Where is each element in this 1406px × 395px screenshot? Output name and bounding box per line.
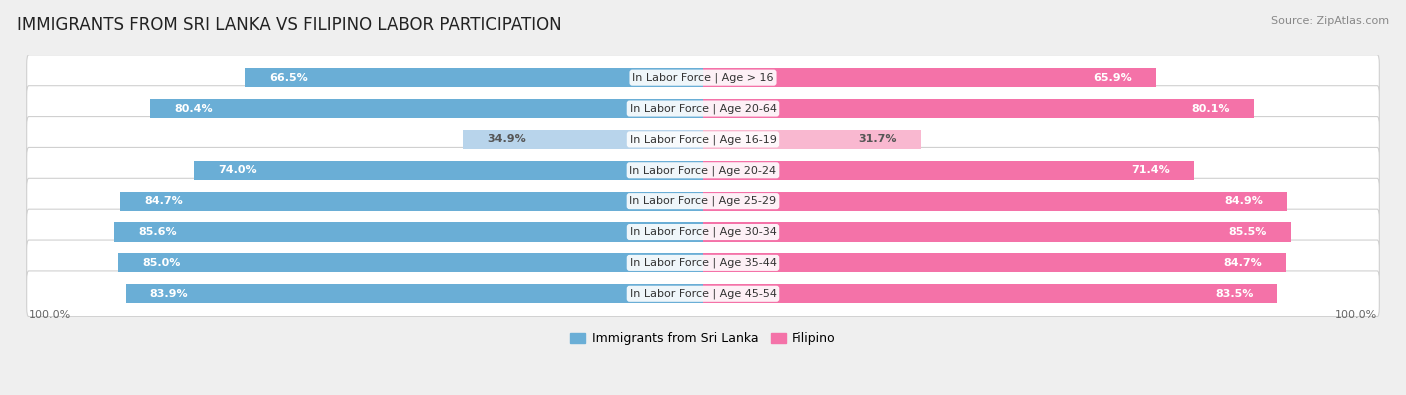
Bar [463, 130, 703, 149]
Text: Source: ZipAtlas.com: Source: ZipAtlas.com [1271, 16, 1389, 26]
Text: 85.0%: 85.0% [142, 258, 180, 268]
Bar [118, 253, 703, 273]
FancyBboxPatch shape [27, 86, 1379, 132]
Bar [125, 284, 703, 303]
Text: In Labor Force | Age 25-29: In Labor Force | Age 25-29 [630, 196, 776, 207]
Bar [703, 130, 921, 149]
FancyBboxPatch shape [27, 271, 1379, 317]
Text: 31.7%: 31.7% [859, 134, 897, 145]
Text: 85.5%: 85.5% [1229, 227, 1267, 237]
Text: 100.0%: 100.0% [28, 310, 72, 320]
Text: 100.0%: 100.0% [1334, 310, 1378, 320]
Text: 80.1%: 80.1% [1191, 103, 1230, 113]
Text: 65.9%: 65.9% [1094, 73, 1132, 83]
Text: 85.6%: 85.6% [138, 227, 177, 237]
Text: 84.7%: 84.7% [1223, 258, 1261, 268]
Text: In Labor Force | Age 30-34: In Labor Force | Age 30-34 [630, 227, 776, 237]
Text: In Labor Force | Age > 16: In Labor Force | Age > 16 [633, 72, 773, 83]
Bar [703, 284, 1278, 303]
Bar [246, 68, 703, 87]
FancyBboxPatch shape [27, 55, 1379, 100]
Text: 74.0%: 74.0% [218, 165, 256, 175]
Text: 84.7%: 84.7% [145, 196, 183, 206]
Text: In Labor Force | Age 20-24: In Labor Force | Age 20-24 [630, 165, 776, 175]
Bar [703, 222, 1291, 242]
Text: 71.4%: 71.4% [1132, 165, 1170, 175]
Bar [194, 161, 703, 180]
Bar [703, 68, 1156, 87]
Text: 80.4%: 80.4% [174, 103, 212, 113]
Legend: Immigrants from Sri Lanka, Filipino: Immigrants from Sri Lanka, Filipino [565, 327, 841, 350]
Text: IMMIGRANTS FROM SRI LANKA VS FILIPINO LABOR PARTICIPATION: IMMIGRANTS FROM SRI LANKA VS FILIPINO LA… [17, 16, 561, 34]
FancyBboxPatch shape [27, 178, 1379, 224]
Bar [703, 161, 1194, 180]
FancyBboxPatch shape [27, 240, 1379, 286]
FancyBboxPatch shape [27, 209, 1379, 255]
Bar [114, 222, 703, 242]
Bar [703, 99, 1254, 118]
Text: In Labor Force | Age 35-44: In Labor Force | Age 35-44 [630, 258, 776, 268]
Bar [703, 253, 1285, 273]
Text: 66.5%: 66.5% [270, 73, 308, 83]
Bar [121, 192, 703, 211]
FancyBboxPatch shape [27, 147, 1379, 193]
Text: In Labor Force | Age 20-64: In Labor Force | Age 20-64 [630, 103, 776, 114]
Bar [703, 192, 1286, 211]
Text: In Labor Force | Age 45-54: In Labor Force | Age 45-54 [630, 288, 776, 299]
Text: 83.9%: 83.9% [150, 289, 188, 299]
Bar [150, 99, 703, 118]
Text: In Labor Force | Age 16-19: In Labor Force | Age 16-19 [630, 134, 776, 145]
Text: 34.9%: 34.9% [486, 134, 526, 145]
Text: 84.9%: 84.9% [1225, 196, 1263, 206]
Text: 83.5%: 83.5% [1215, 289, 1253, 299]
FancyBboxPatch shape [27, 117, 1379, 162]
